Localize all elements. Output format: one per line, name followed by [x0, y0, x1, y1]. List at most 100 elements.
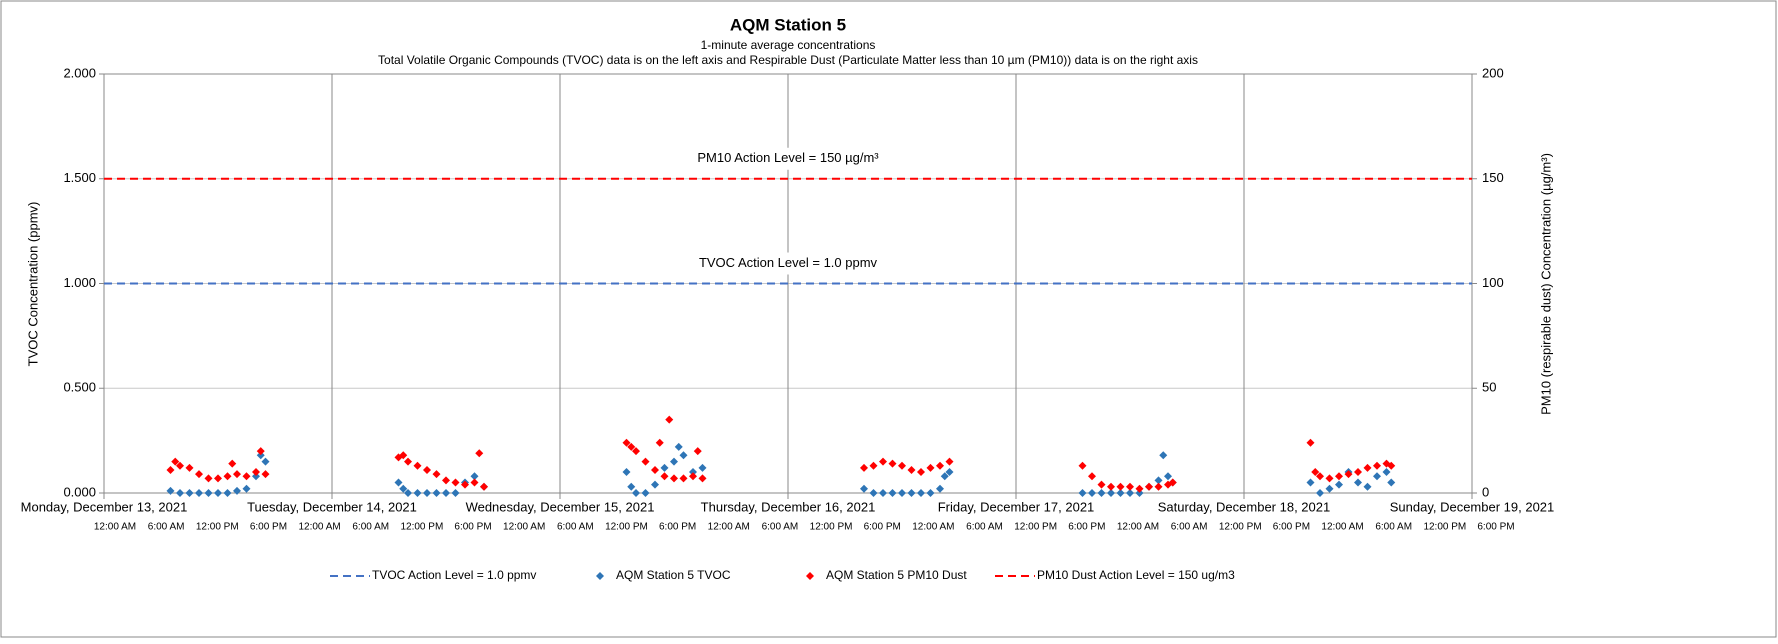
- x-tick-label: Saturday, December 18, 2021: [1158, 499, 1330, 514]
- data-point: [869, 461, 878, 470]
- data-point: [223, 489, 232, 497]
- y-tick-label: 0.500: [63, 380, 96, 395]
- data-point: [256, 451, 265, 460]
- x-tick-label: Friday, December 17, 2021: [938, 499, 1095, 514]
- data-point: [1116, 489, 1125, 497]
- data-point: [936, 461, 944, 470]
- data-point: [261, 470, 270, 479]
- data-point: [679, 451, 688, 460]
- data-point: [917, 489, 925, 497]
- data-point: [622, 468, 631, 477]
- data-point: [869, 489, 878, 497]
- data-point: [1335, 480, 1343, 489]
- data-point: [399, 451, 408, 460]
- y2-tick-label: 50: [1482, 380, 1496, 395]
- x-tick-label: Tuesday, December 14, 2021: [247, 499, 417, 514]
- data-point: [404, 489, 412, 497]
- data-point: [1126, 482, 1134, 491]
- data-point: [1335, 472, 1343, 481]
- data-point: [926, 489, 935, 497]
- data-point: [233, 486, 241, 495]
- y2-tick-label: 100: [1482, 275, 1504, 290]
- data-point: [1325, 484, 1334, 493]
- x-tick-label: Sunday, December 19, 2021: [1390, 499, 1555, 514]
- data-point: [1135, 484, 1144, 493]
- data-point: [641, 457, 650, 466]
- data-point: [1107, 489, 1115, 497]
- data-point: [1164, 472, 1172, 481]
- y2-tick-label: 200: [1482, 65, 1504, 80]
- chart-title: AQM Station 5: [730, 15, 846, 34]
- data-point: [204, 489, 213, 497]
- x-time-label: 12:00 PM: [605, 522, 648, 533]
- data-point: [204, 474, 213, 483]
- data-point: [655, 438, 664, 447]
- data-point: [627, 482, 636, 491]
- data-point: [404, 457, 412, 466]
- data-point: [1097, 489, 1106, 497]
- data-point: [399, 484, 408, 493]
- annotation: PM10 Action Level = 150 µg/m³: [697, 150, 879, 165]
- data-point: [171, 457, 180, 466]
- data-point: [698, 474, 707, 483]
- data-point: [1373, 472, 1381, 481]
- x-time-label: 12:00 AM: [912, 522, 954, 533]
- chart-subtitle: 1-minute average concentrations: [701, 38, 876, 52]
- annotation-bg: [668, 252, 908, 275]
- data-point: [670, 474, 678, 483]
- data-point: [641, 489, 650, 497]
- x-time-label: 6:00 PM: [1273, 522, 1310, 533]
- data-point: [480, 482, 488, 491]
- x-time-label: 6:00 AM: [1375, 522, 1412, 533]
- x-time-label: 6:00 AM: [557, 522, 594, 533]
- data-point: [185, 489, 194, 497]
- data-point: [1154, 476, 1163, 485]
- data-point: [1311, 468, 1320, 477]
- x-tick-label: Monday, December 13, 2021: [21, 499, 188, 514]
- data-point: [1382, 468, 1391, 477]
- data-point: [1088, 472, 1096, 481]
- data-point: [926, 463, 935, 472]
- legend-label: AQM Station 5 TVOC: [616, 568, 731, 582]
- data-point: [698, 463, 707, 472]
- data-point: [651, 480, 659, 489]
- data-point: [1168, 478, 1177, 487]
- data-point: [1078, 461, 1087, 470]
- data-point: [413, 461, 422, 470]
- data-point: [423, 465, 431, 474]
- data-point: [1306, 478, 1315, 487]
- data-point: [176, 489, 184, 497]
- data-point: [442, 489, 450, 497]
- y-tick-label: 2.000: [63, 65, 96, 80]
- x-time-label: 12:00 PM: [196, 522, 239, 533]
- data-point: [879, 489, 887, 497]
- data-point: [451, 489, 460, 497]
- data-point: [651, 465, 659, 474]
- data-point: [917, 468, 925, 477]
- data-point: [1116, 482, 1125, 491]
- chart-subtitle: Total Volatile Organic Compounds (TVOC) …: [378, 53, 1198, 67]
- x-time-label: 12:00 AM: [1321, 522, 1363, 533]
- data-point: [470, 472, 479, 481]
- data-point: [432, 489, 441, 497]
- y2-tick-label: 0: [1482, 484, 1489, 499]
- data-point: [1097, 480, 1106, 489]
- data-point: [665, 415, 674, 424]
- x-time-label: 12:00 PM: [1219, 522, 1262, 533]
- data-point: [1387, 478, 1396, 487]
- data-point: [1373, 461, 1381, 470]
- data-point: [660, 472, 669, 481]
- x-time-label: 12:00 PM: [400, 522, 443, 533]
- data-point: [660, 463, 669, 472]
- x-time-label: 6:00 PM: [864, 522, 901, 533]
- x-time-label: 12:00 AM: [708, 522, 750, 533]
- data-point: [1159, 451, 1168, 460]
- data-point: [451, 478, 460, 487]
- data-point: [945, 468, 954, 477]
- x-time-label: 6:00 PM: [454, 522, 491, 533]
- x-time-label: 12:00 AM: [298, 522, 340, 533]
- data-point: [1387, 461, 1396, 470]
- data-point: [940, 472, 949, 481]
